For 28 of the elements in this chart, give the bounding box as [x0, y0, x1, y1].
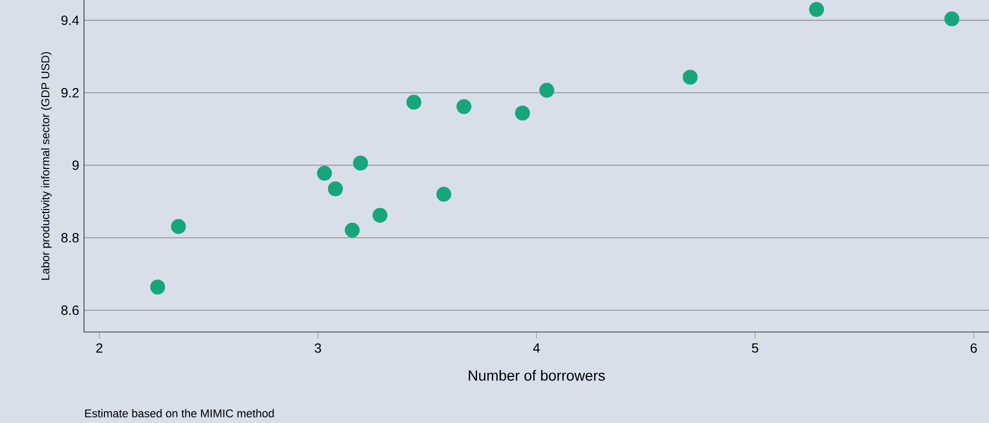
text: Estimate based on the MIMIC method: [85, 409, 274, 418]
point: [515, 106, 530, 121]
x-tick-label: 2: [96, 343, 102, 353]
y-tick-label: 8.6: [61, 306, 79, 315]
y-tick-label: 9.2: [61, 88, 79, 98]
x-tick-label: 4: [533, 343, 540, 353]
y-axis-title: Labor productivity informal sector (GDP USD): [41, 52, 52, 280]
point: [436, 186, 452, 202]
x-tick-label: 5: [752, 343, 758, 353]
y-tick-label: 9: [72, 160, 79, 170]
x-tick-label: 3: [314, 343, 322, 353]
y-tick-label: 8.8: [61, 233, 79, 242]
point: [539, 82, 554, 98]
point: [809, 2, 824, 17]
y-tick-label: 9.4: [61, 16, 79, 25]
x-tick-label: 6: [970, 343, 977, 353]
point: [372, 208, 388, 223]
point: [456, 99, 472, 114]
point: [944, 11, 960, 26]
point: [316, 166, 332, 181]
point: [406, 94, 422, 110]
point: [353, 156, 368, 171]
point: [150, 280, 166, 295]
point: [344, 222, 360, 238]
point: [682, 70, 698, 85]
point: [328, 181, 343, 196]
x-axis-title: Number of borrowers: [468, 370, 605, 381]
point: [170, 219, 186, 234]
